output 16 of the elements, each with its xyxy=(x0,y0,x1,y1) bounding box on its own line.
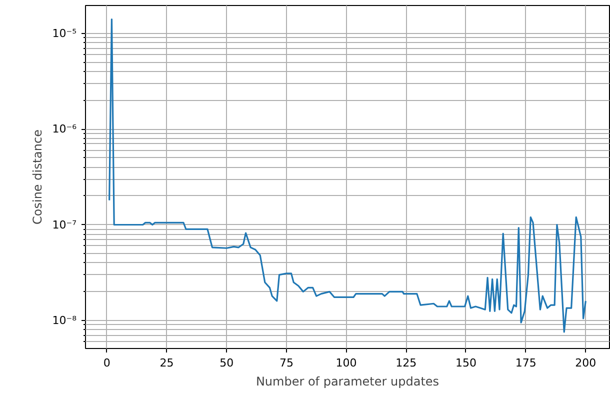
x-tick-label: 100 xyxy=(336,356,357,370)
x-tick-label: 50 xyxy=(220,356,234,370)
y-axis-title: Cosine distance xyxy=(30,130,44,224)
x-axis-title: Number of parameter updates xyxy=(256,374,440,388)
x-tick-label: 200 xyxy=(575,356,596,370)
x-tick-label: 175 xyxy=(515,356,536,370)
y-tick-label: 10⁻⁶ xyxy=(52,122,78,136)
y-tick-label: 10⁻⁵ xyxy=(52,26,77,40)
x-tick-label: 125 xyxy=(396,356,417,370)
x-tick-label: 0 xyxy=(103,356,110,370)
x-tick-label: 150 xyxy=(455,356,476,370)
x-tick-label: 25 xyxy=(160,356,174,370)
y-tick-label: 10⁻⁸ xyxy=(52,314,78,327)
y-tick-label: 10⁻⁷ xyxy=(52,218,77,232)
line-series xyxy=(108,18,586,333)
x-tick-label: 75 xyxy=(279,356,294,370)
